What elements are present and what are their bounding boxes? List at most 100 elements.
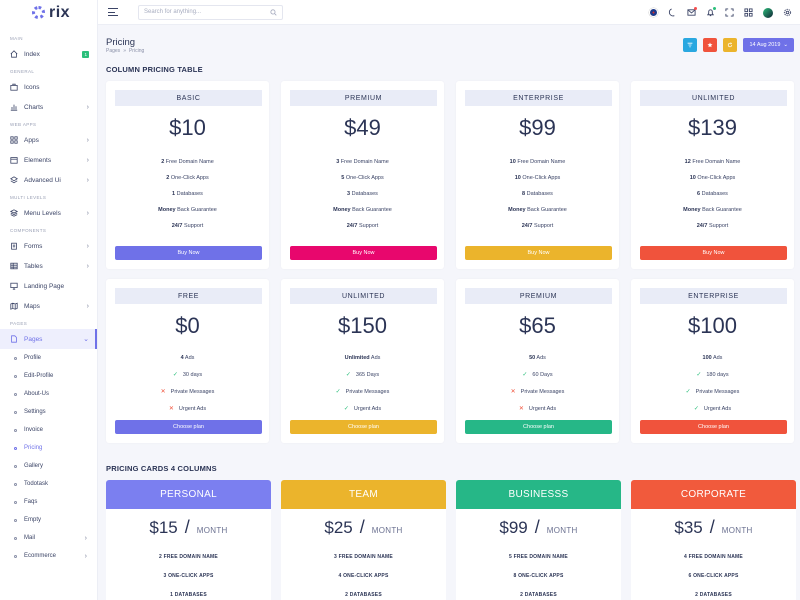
buy-now-button[interactable]: Buy Now bbox=[465, 246, 612, 260]
main-content: Pricing Pages» Pricing 14 Aug 2019 ⌄ COLU… bbox=[98, 25, 800, 600]
plan-price: $150 bbox=[338, 313, 387, 338]
buy-now-button[interactable]: Buy Now bbox=[115, 246, 262, 260]
feature-count: 2 bbox=[166, 175, 170, 181]
grid-menu-icon[interactable] bbox=[744, 8, 753, 17]
bullet-icon bbox=[14, 554, 17, 558]
date-label: 14 Aug 2019 bbox=[749, 42, 781, 48]
sidebar-subitem-empty[interactable]: Empty bbox=[0, 511, 97, 529]
plan-ads: Unlimited Ads bbox=[281, 355, 444, 361]
plan-feature: 8 Databases bbox=[456, 191, 619, 197]
bell-icon[interactable] bbox=[706, 7, 716, 17]
pricing-card: ENTERPRISE $100 100 Ads ✓ 180 days ✓ Private M… bbox=[631, 279, 794, 443]
bullet-icon bbox=[14, 536, 17, 540]
chevron-right-icon: › bbox=[86, 176, 89, 184]
sidebar-subitem-about-us[interactable]: About-Us bbox=[0, 385, 97, 403]
pricing-card: ENTERPRISE $99 10 Free Domain Name 10 One-C… bbox=[456, 81, 619, 269]
chevron-right-icon: › bbox=[86, 242, 89, 250]
plan-price: $139 bbox=[688, 115, 737, 140]
sidebar-item-maps[interactable]: Maps › bbox=[0, 296, 97, 316]
feature-text: Back Guarantee bbox=[525, 207, 567, 213]
ads-text: Ads bbox=[369, 355, 381, 361]
language-flag-icon[interactable] bbox=[649, 8, 658, 17]
menu-toggle-icon[interactable] bbox=[108, 8, 118, 16]
plan-feature: 24/7 Support bbox=[456, 223, 619, 229]
feature-text: Support bbox=[182, 223, 204, 229]
plan-price: $0 bbox=[175, 313, 200, 338]
sidebar-subitem-edit-profile[interactable]: Edit-Profile bbox=[0, 367, 97, 385]
filter-button[interactable] bbox=[683, 38, 698, 52]
choose-plan-button[interactable]: Choose plan bbox=[290, 420, 437, 434]
breadcrumb: Pages» Pricing bbox=[106, 48, 144, 54]
sidebar-item-forms[interactable]: Forms › bbox=[0, 236, 97, 256]
plan-feature: 10 One-Click Apps bbox=[631, 175, 794, 181]
feature-count: 3 bbox=[336, 159, 340, 165]
sidebar-subitem-faqs[interactable]: Faqs bbox=[0, 493, 97, 511]
fullscreen-icon[interactable] bbox=[725, 8, 734, 17]
sidebar-item-icons[interactable]: Icons bbox=[0, 77, 97, 97]
choose-plan-button[interactable]: Choose plan bbox=[115, 420, 262, 434]
sidebar-item-elements[interactable]: Elements › bbox=[0, 150, 97, 170]
sidebar-subitem-invoice[interactable]: Invoice bbox=[0, 421, 97, 439]
favorite-button[interactable] bbox=[703, 38, 718, 52]
feature-text: Private Messages bbox=[345, 389, 390, 395]
buy-now-button[interactable]: Buy Now bbox=[640, 246, 787, 260]
choose-plan-button[interactable]: Choose plan bbox=[465, 420, 612, 434]
check-icon: ✓ bbox=[343, 406, 349, 412]
sidebar-item-apps[interactable]: Apps › bbox=[0, 130, 97, 150]
bullet-icon bbox=[14, 464, 17, 468]
date-dropdown[interactable]: 14 Aug 2019 ⌄ bbox=[743, 38, 794, 52]
buy-now-button[interactable]: Buy Now bbox=[290, 246, 437, 260]
settings-gear-icon[interactable] bbox=[783, 8, 792, 17]
sidebar-item-advanced-ui[interactable]: Advanced Ui › bbox=[0, 170, 97, 190]
plan-feature: 8 ONE-CLICK APPS bbox=[513, 573, 564, 579]
feature-text: One-Click Apps bbox=[344, 175, 384, 181]
sidebar-subitem-gallery[interactable]: Gallery bbox=[0, 457, 97, 475]
sidebar-subitem-ecommerce[interactable]: Ecommerce › bbox=[0, 547, 97, 565]
mail-icon[interactable] bbox=[687, 7, 697, 17]
sidebar-item-menu-levels[interactable]: Menu Levels › bbox=[0, 203, 97, 223]
sidebar-subitem-settings[interactable]: Settings bbox=[0, 403, 97, 421]
plan-price: $10 bbox=[169, 115, 206, 140]
sidebar-subitem-mail[interactable]: Mail › bbox=[0, 529, 97, 547]
sidebar-subitem-todotask[interactable]: Todotask bbox=[0, 475, 97, 493]
feature-count: 3 bbox=[347, 191, 351, 197]
sidebar-item-pages[interactable]: Pages ⌄ bbox=[0, 329, 97, 349]
clipboard-icon bbox=[10, 242, 18, 250]
moon-icon[interactable] bbox=[668, 8, 677, 17]
choose-plan-button[interactable]: Choose plan bbox=[640, 420, 787, 434]
feature-text: Urgent Ads bbox=[353, 406, 382, 412]
plan-price: $99 bbox=[519, 115, 556, 140]
table-icon bbox=[10, 262, 18, 270]
plan-name: FREE bbox=[115, 288, 262, 304]
feature-text: Databases bbox=[700, 191, 728, 197]
sidebar-item-charts[interactable]: Charts › bbox=[0, 97, 97, 117]
sidebar-item-landing-page[interactable]: Landing Page bbox=[0, 276, 97, 296]
subitem-label: Pricing bbox=[24, 445, 43, 451]
user-avatar[interactable] bbox=[763, 7, 773, 18]
sidebar-subitem-profile[interactable]: Profile bbox=[0, 349, 97, 367]
feature-count: 24/7 bbox=[171, 223, 183, 229]
refresh-button[interactable] bbox=[723, 38, 738, 52]
plan-name: CORPORATE bbox=[631, 480, 796, 509]
plan-price: $35 bbox=[674, 518, 703, 537]
sidebar-item-tables[interactable]: Tables › bbox=[0, 256, 97, 276]
sidebar-subitem-pricing[interactable]: Pricing bbox=[0, 439, 97, 457]
subitem-label: Gallery bbox=[24, 463, 44, 469]
feature-text: Support bbox=[532, 223, 554, 229]
feature-text: Back Guarantee bbox=[175, 207, 217, 213]
breadcrumb-item[interactable]: Pages bbox=[106, 48, 121, 54]
notification-dot bbox=[713, 7, 716, 10]
sidebar-item-index[interactable]: Index 1 bbox=[0, 44, 97, 64]
plan-feature: ✕ Urgent Ads bbox=[456, 405, 619, 412]
pricing-card: UNLIMITED $139 12 Free Domain Name 10 One-C… bbox=[631, 81, 794, 269]
section-title-column-pricing: COLUMN PRICING TABLE bbox=[106, 65, 203, 74]
search-placeholder: Search for anything... bbox=[144, 9, 202, 15]
plan-period: MONTH bbox=[721, 526, 753, 535]
feature-text: Private Messages bbox=[170, 389, 215, 395]
section-label-multi-levels: Multi Levels bbox=[10, 195, 47, 200]
search-input[interactable]: Search for anything... bbox=[138, 4, 283, 20]
section-label-components: Components bbox=[10, 228, 47, 233]
feature-count: 24/7 bbox=[521, 223, 533, 229]
brand-logo[interactable]: rix bbox=[0, 0, 97, 25]
feature-text: One-Click Apps bbox=[520, 175, 561, 181]
